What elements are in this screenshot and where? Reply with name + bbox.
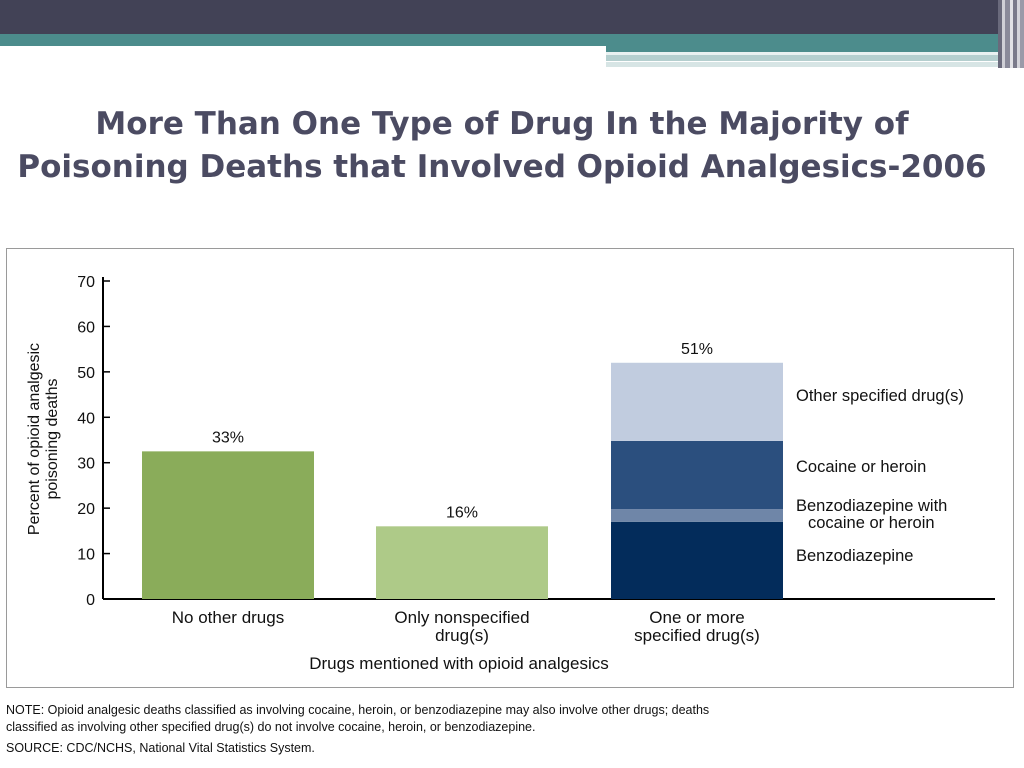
note-line-2: classified as involving other specified … — [6, 720, 536, 734]
legend-label: Other specified drug(s) — [796, 387, 964, 405]
y-tick-label: 60 — [77, 319, 95, 336]
x-category-label: No other drugs — [172, 608, 284, 627]
y-tick-label: 0 — [86, 592, 95, 609]
slide-title: More Than One Type of Drug In the Majori… — [0, 103, 1004, 189]
bar-segment-2 — [611, 440, 783, 510]
chart-source: SOURCE: CDC/NCHS, National Vital Statist… — [6, 741, 315, 755]
header-accent-line — [606, 46, 1000, 52]
chart-svg: 0 10 20 30 40 50 60 70 Percent of opioid analges… — [26, 274, 995, 673]
legend-label: Benzodiazepine — [796, 547, 913, 565]
bar-total-label: 33% — [212, 429, 244, 446]
y-axis-label: Percent of opioid analgesic — [26, 343, 43, 535]
y-tick-label: 10 — [77, 547, 95, 564]
header-accent-separator — [606, 52, 1000, 55]
legend-label: Cocaine or heroin — [796, 458, 926, 476]
x-axis-label: Drugs mentioned with opioid analgesics — [309, 654, 609, 673]
x-category-label: drug(s) — [435, 626, 489, 645]
header-accent-line-lighter — [606, 62, 1000, 67]
bar-total-label: 16% — [446, 504, 478, 521]
x-category-label: Only nonspecified — [394, 608, 529, 627]
note-line-1: NOTE: Opioid analgesic deaths classified… — [6, 703, 710, 717]
header-accent-line-light — [606, 55, 1000, 61]
y-axis-label: poisoning deaths — [44, 379, 61, 500]
bar-segment-2 — [611, 362, 783, 441]
y-tick-label: 40 — [77, 410, 95, 427]
slide-title-line-2: Poisoning Deaths that Involved Opioid An… — [17, 149, 987, 185]
bar-segment-2 — [611, 521, 783, 599]
slide-title-line-1: More Than One Type of Drug In the Majori… — [95, 106, 909, 142]
bar-segment-0 — [142, 451, 314, 599]
x-category-label: One or more — [649, 608, 744, 627]
y-tick-label: 50 — [77, 365, 95, 382]
chart-note: NOTE: Opioid analgesic deaths classified… — [6, 702, 1006, 736]
bar-segment-1 — [376, 526, 548, 599]
x-category-label: specified drug(s) — [634, 626, 760, 645]
header-corner-stripes — [998, 0, 1024, 68]
y-tick-label: 20 — [77, 501, 95, 518]
bar-segment-2 — [611, 509, 783, 522]
chart-frame: 0 10 20 30 40 50 60 70 Percent of opioid analges… — [6, 248, 1014, 688]
header-dark-band — [0, 0, 1024, 34]
bar-total-label: 51% — [681, 341, 713, 358]
legend-label: cocaine or heroin — [808, 514, 935, 532]
y-tick-label: 70 — [77, 274, 95, 291]
y-tick-label: 30 — [77, 456, 95, 473]
legend-label: Benzodiazepine with — [796, 497, 947, 515]
header-teal-band — [0, 34, 1000, 46]
